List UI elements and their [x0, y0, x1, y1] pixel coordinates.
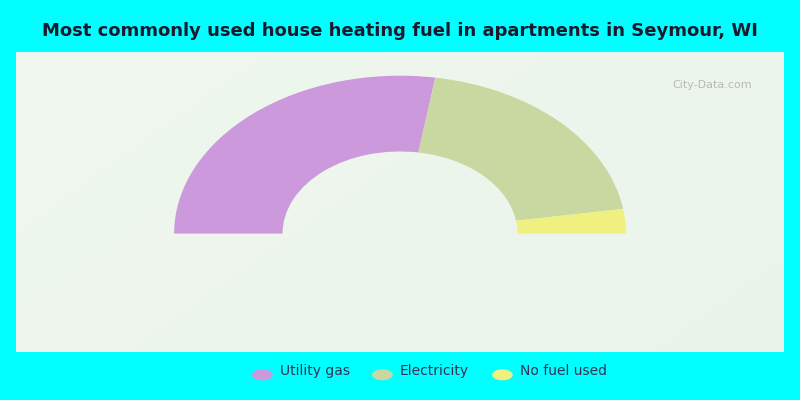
Text: Utility gas: Utility gas [280, 364, 350, 378]
Text: No fuel used: No fuel used [520, 364, 607, 378]
Text: Electricity: Electricity [400, 364, 469, 378]
Wedge shape [418, 78, 623, 221]
Text: Most commonly used house heating fuel in apartments in Seymour, WI: Most commonly used house heating fuel in… [42, 22, 758, 40]
Text: City-Data.com: City-Data.com [672, 80, 752, 90]
Wedge shape [516, 209, 626, 234]
Wedge shape [174, 76, 435, 234]
